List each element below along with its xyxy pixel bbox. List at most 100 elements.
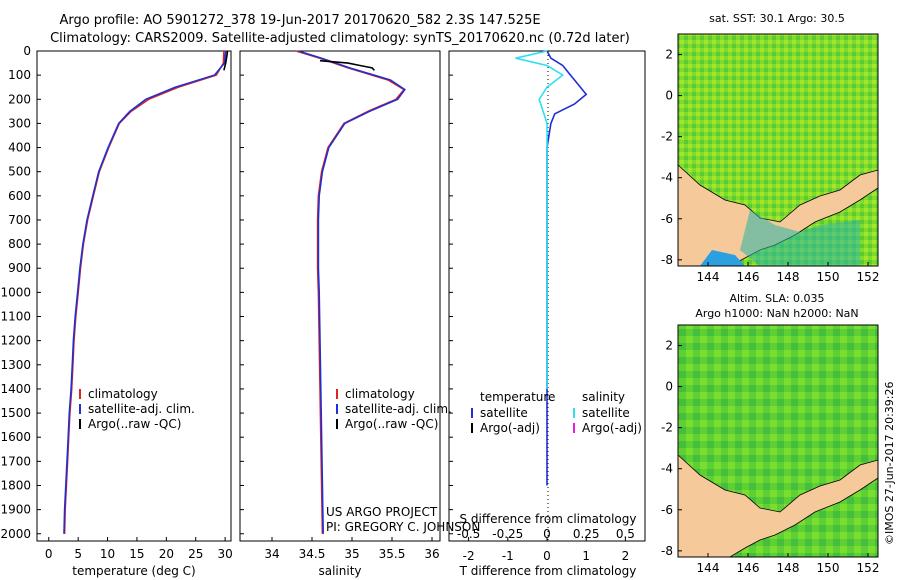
y-tick-label: 0 <box>23 44 31 58</box>
y-tick-label: 1300 <box>0 358 31 372</box>
map-y-tick-label: -6 <box>661 503 673 517</box>
y-tick-label: 600 <box>8 189 31 203</box>
y-tick-label: 200 <box>8 92 31 106</box>
salinity-ticks: 34 34.5 35 35.5 36 <box>240 50 440 561</box>
x-tick-label: 15 <box>129 547 144 561</box>
x-tick-label: 35 <box>344 547 359 561</box>
map-y-tick-label: 0 <box>665 89 673 103</box>
legend-header-temperature: temperature <box>480 390 555 404</box>
legend-label: Argo(..raw -QC) <box>88 417 181 431</box>
map-y-tick-label: 2 <box>665 339 673 353</box>
series-line-climatology <box>63 50 225 534</box>
x-tick-label: -2 <box>463 549 475 563</box>
title-line-1: Argo profile: AO 5901272_378 19-Jun-2017… <box>59 13 540 28</box>
x-tick-label: 2 <box>622 549 630 563</box>
title-line-2: Climatology: CARS2009. Satellite-adjuste… <box>50 31 630 46</box>
legend-label: satellite <box>480 406 528 420</box>
sst-map-ticks: 144 146 148 150 152 2 0 -2 -4 -6 -8 <box>661 48 879 284</box>
x-tick-label: 36 <box>424 547 439 561</box>
temperature-axes-box <box>36 50 232 542</box>
salinity-panel: salinity 34 34.5 35 35.5 36 climatologysatel… <box>239 50 480 578</box>
x-tick-label: -1 <box>502 549 514 563</box>
map-x-tick-label: 152 <box>857 561 880 575</box>
difference-ticks: -2 -1 0 1 2 -0.5 -0.25 0 0.25 0.5 <box>449 50 635 563</box>
map-x-tick-label: 148 <box>777 561 800 575</box>
salinity-axes-box <box>239 50 441 542</box>
x-tick-label: 35.5 <box>379 547 406 561</box>
map-x-tick-label: 144 <box>697 561 720 575</box>
y-tick-label: 1500 <box>0 406 31 420</box>
y-tick-label: 1800 <box>0 478 31 492</box>
x-tick-label: 25 <box>188 547 203 561</box>
x2-tick-label: 0 <box>543 527 551 541</box>
series-line-argo-raw-qc- <box>223 50 229 71</box>
salinity-lines <box>295 50 406 534</box>
timestamp: ©IMOS 27-Jun-2017 20:39:26 <box>883 381 896 545</box>
x2-tick-label: -0.25 <box>492 527 523 541</box>
x-tick-label: 0 <box>543 549 551 563</box>
difference-xlabel-t: T difference from climatology <box>459 564 637 578</box>
x-tick-label: 34.5 <box>299 547 326 561</box>
y-tick-label: 100 <box>8 68 31 82</box>
x-tick-label: 0 <box>45 547 53 561</box>
sla-map-panel: Altim. SLA: 0.035 Argo h1000: NaN h2000:… <box>661 292 879 575</box>
x2-tick-label: 0.25 <box>573 527 600 541</box>
map-y-tick-label: 2 <box>665 48 673 62</box>
series-line-satellite-adj-clim- <box>298 50 406 534</box>
sst-map-box <box>677 33 879 267</box>
legend-label: Argo(..raw -QC) <box>345 417 438 431</box>
y-tick-label: 500 <box>8 165 31 179</box>
sla-map-box <box>677 324 879 558</box>
y-tick-label: 700 <box>8 213 31 227</box>
y-tick-label: 300 <box>8 116 31 130</box>
map-x-tick-label: 150 <box>817 561 840 575</box>
series-line-argo-raw-qc- <box>319 59 375 71</box>
map-y-tick-label: -8 <box>661 253 673 267</box>
difference-panel: S difference from climatology T differen… <box>448 50 814 578</box>
sla-map-ticks: 144 146 148 150 152 2 0 -2 -4 -6 -8 <box>661 339 879 575</box>
legend-label: satellite-adj. clim. <box>345 402 452 416</box>
temperature-xlabel: temperature (deg C) <box>72 564 195 578</box>
legend-label: satellite-adj. clim. <box>88 402 195 416</box>
legend-label: Argo(-adj) <box>480 421 540 435</box>
y-tick-label: 1600 <box>0 430 31 444</box>
legend-label: climatology <box>345 387 415 401</box>
y-tick-label: 1400 <box>0 382 31 396</box>
x-tick-label: 20 <box>159 547 174 561</box>
y-tick-label: 800 <box>8 237 31 251</box>
map-y-tick-label: -6 <box>661 212 673 226</box>
map-x-tick-label: 146 <box>737 270 760 284</box>
y-tick-label: 400 <box>8 141 31 155</box>
sla-map-title-2: Argo h1000: NaN h2000: NaN <box>695 307 858 320</box>
y-tick-label: 1100 <box>0 310 31 324</box>
sla-map-title-1: Altim. SLA: 0.035 <box>729 292 824 305</box>
salinity-xlabel: salinity <box>318 564 361 578</box>
map-x-tick-label: 144 <box>697 270 720 284</box>
y-tick-label: 2000 <box>0 527 31 541</box>
sst-map-panel: sat. SST: 30.1 Argo: 30.5 144 146 148 150 15… <box>661 12 879 284</box>
legend-label: Argo(-adj) <box>582 421 642 435</box>
map-x-tick-label: 148 <box>777 270 800 284</box>
difference-xlabel-s: S difference from climatology <box>460 512 637 526</box>
difference-legend: temperature salinitysatelliteArgo(-adj)sa… <box>471 390 642 435</box>
y-tick-label: 1900 <box>0 503 31 517</box>
x-tick-label: 34 <box>264 547 279 561</box>
x-tick-label: 30 <box>217 547 232 561</box>
map-x-tick-label: 150 <box>817 270 840 284</box>
temperature-lines <box>63 50 229 534</box>
map-y-tick-label: 0 <box>665 380 673 394</box>
map-y-tick-label: -4 <box>661 171 673 185</box>
y-tick-label: 1000 <box>0 285 31 299</box>
legend-label: satellite <box>582 406 630 420</box>
x-tick-label: 5 <box>74 547 82 561</box>
temperature-panel: temperature (deg C) 0 5 10 15 20 25 3001002003… <box>0 44 232 578</box>
pi-credit: PI: GREGORY C. JOHNSON <box>326 520 480 534</box>
map-y-tick-label: -8 <box>661 544 673 558</box>
map-x-tick-label: 152 <box>857 270 880 284</box>
series-line-satellite-adj-clim- <box>63 50 227 534</box>
series-line-satellite <box>515 50 565 389</box>
y-tick-label: 1700 <box>0 454 31 468</box>
